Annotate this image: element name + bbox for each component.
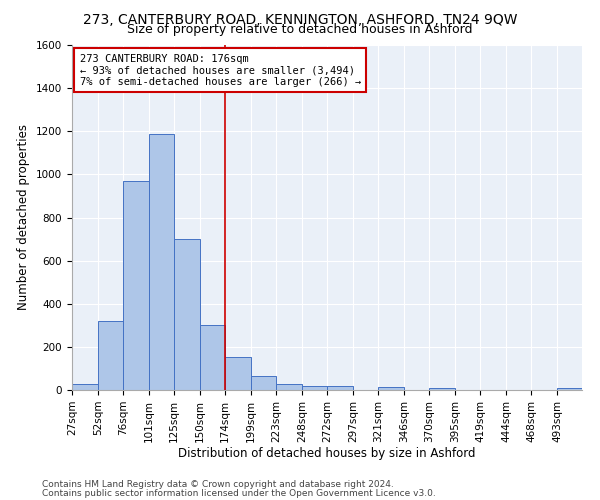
Text: Size of property relative to detached houses in Ashford: Size of property relative to detached ho… [127, 22, 473, 36]
Bar [200, 326, 225, 390]
Bar [302, 386, 327, 390]
Bar [149, 134, 174, 390]
Bar [429, 388, 455, 390]
Bar [123, 181, 149, 390]
Bar [72, 384, 98, 390]
Text: Contains public sector information licensed under the Open Government Licence v3: Contains public sector information licen… [42, 489, 436, 498]
X-axis label: Distribution of detached houses by size in Ashford: Distribution of detached houses by size … [178, 448, 476, 460]
Bar [98, 321, 123, 390]
Bar [276, 384, 302, 390]
Bar [251, 376, 276, 390]
Bar [225, 356, 251, 390]
Bar [174, 239, 200, 390]
Text: 273 CANTERBURY ROAD: 176sqm
← 93% of detached houses are smaller (3,494)
7% of s: 273 CANTERBURY ROAD: 176sqm ← 93% of det… [80, 54, 361, 87]
Bar [557, 388, 582, 390]
Bar [378, 387, 404, 390]
Text: Contains HM Land Registry data © Crown copyright and database right 2024.: Contains HM Land Registry data © Crown c… [42, 480, 394, 489]
Bar [327, 386, 353, 390]
Y-axis label: Number of detached properties: Number of detached properties [17, 124, 31, 310]
Text: 273, CANTERBURY ROAD, KENNINGTON, ASHFORD, TN24 9QW: 273, CANTERBURY ROAD, KENNINGTON, ASHFOR… [83, 12, 517, 26]
